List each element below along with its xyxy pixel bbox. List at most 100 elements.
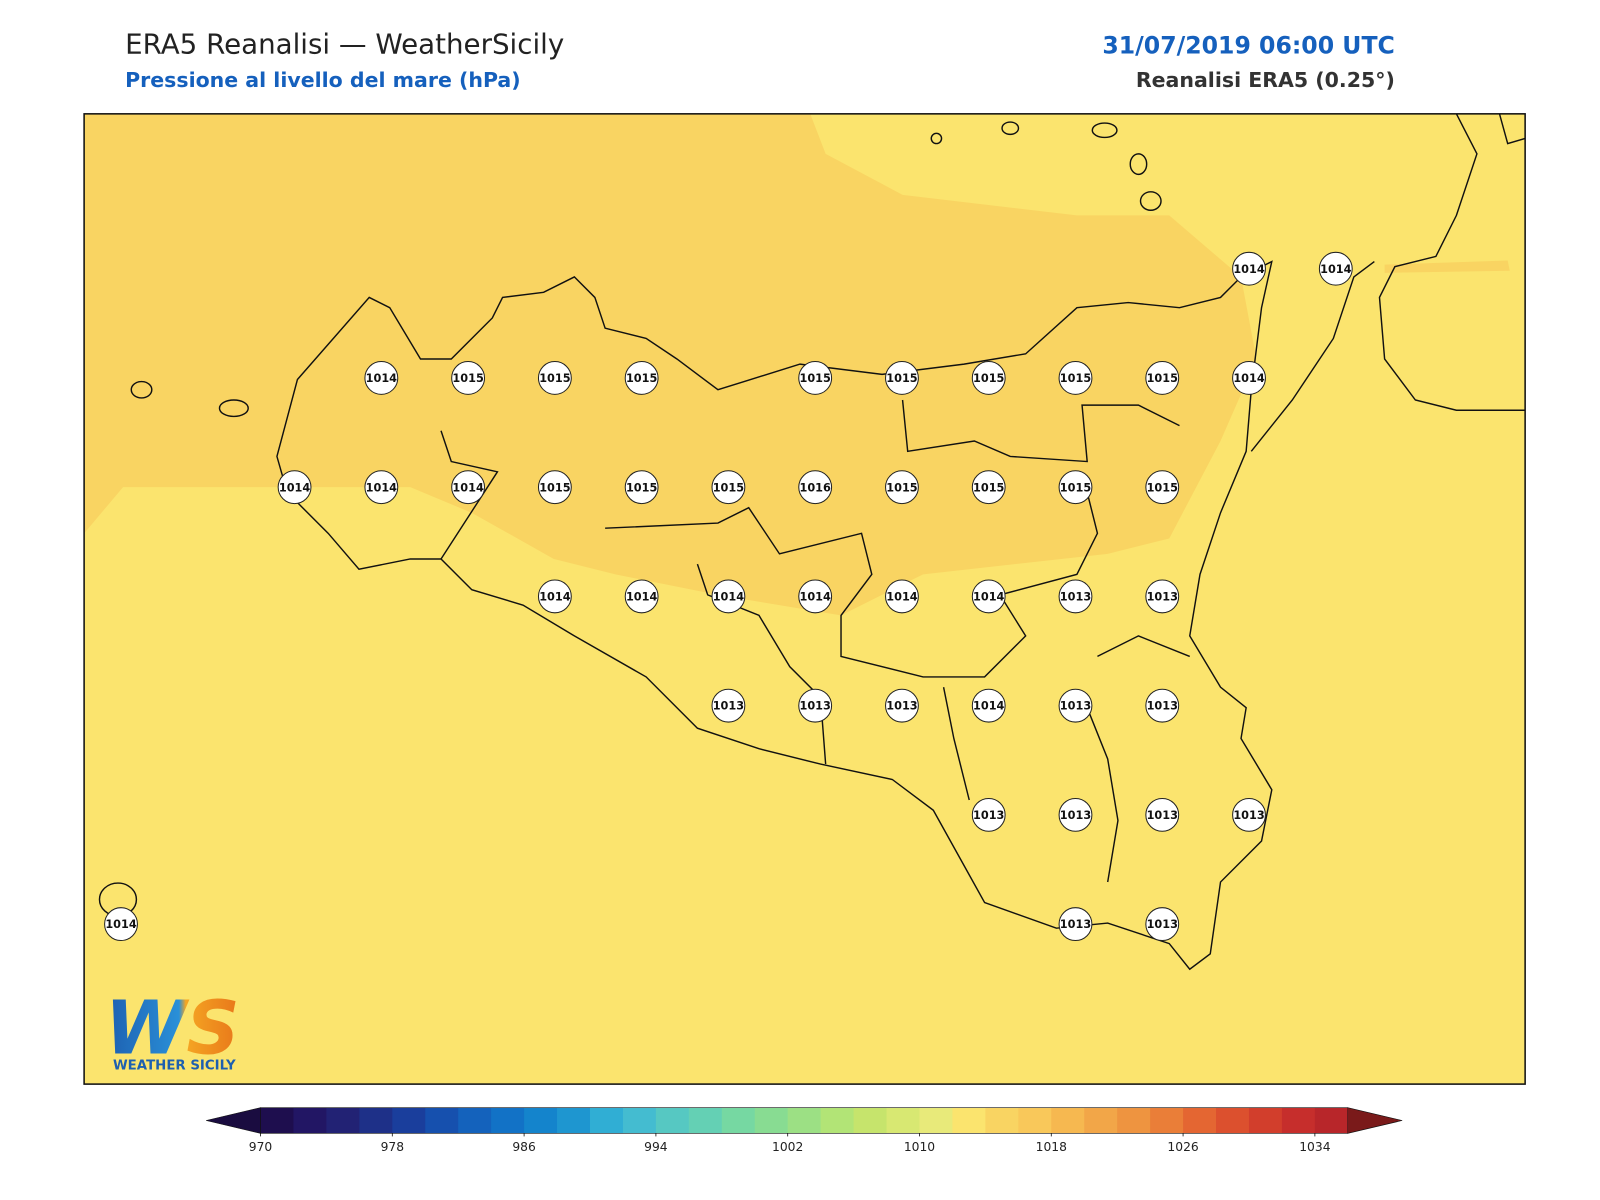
station-label: 1013: [1060, 809, 1091, 822]
station-marker: [798, 688, 833, 723]
colorbar-segment: [590, 1107, 624, 1134]
station-label: 1014: [973, 591, 1005, 604]
station-label: 1014: [1233, 372, 1265, 385]
colorbar-under: [206, 1107, 261, 1134]
station-label: 1015: [626, 481, 658, 494]
station-marker: [971, 470, 1006, 505]
colorbar-segment: [524, 1107, 558, 1134]
station-marker: [798, 579, 833, 614]
colorbar-segment: [1084, 1107, 1118, 1134]
station-marker: [711, 470, 746, 505]
station-label: 1015: [626, 372, 658, 385]
colorbar-segment: [919, 1107, 953, 1134]
station-marker: [537, 361, 572, 395]
station-label: 1013: [1147, 809, 1178, 822]
station-marker: [1318, 251, 1353, 286]
station-label: 1016: [799, 481, 831, 494]
station-label: 1015: [973, 372, 1005, 385]
colorbar-segment: [359, 1107, 393, 1134]
station-marker: [971, 579, 1006, 614]
station-marker: [1232, 797, 1266, 832]
colorbar-segment: [1248, 1107, 1283, 1134]
colorbar-segment: [886, 1107, 920, 1134]
station-label: 1015: [1060, 481, 1092, 494]
title: ERA5 Reanalisi — WeatherSicily: [125, 27, 564, 60]
colorbar-segment: [326, 1107, 360, 1134]
station-marker: [1145, 470, 1180, 505]
pressure-contour: [1384, 260, 1510, 273]
station-label: 1013: [1147, 591, 1178, 604]
station-label: 1015: [713, 481, 745, 494]
colorbar-segment: [1051, 1107, 1085, 1134]
station-marker: [1058, 361, 1093, 395]
colorbar-segment: [1216, 1107, 1250, 1134]
station-marker: [971, 361, 1006, 395]
colorbar-segment: [458, 1107, 492, 1134]
colorbar-segment: [952, 1107, 986, 1134]
station-marker: [885, 470, 919, 505]
station-marker: [624, 361, 659, 395]
logo-text: WEATHER SICILY: [113, 1059, 236, 1074]
station-marker: [885, 688, 919, 723]
station-marker: [364, 361, 399, 395]
station-marker: [104, 907, 138, 942]
colorbar-tick-label: 994: [644, 1140, 668, 1154]
coastline: [98, 113, 1526, 971]
station-marker: [798, 470, 833, 505]
station-marker: [624, 579, 659, 614]
station-marker: [1145, 688, 1180, 723]
station-label: 1014: [366, 372, 398, 385]
colorbar-tick-label: 1018: [1036, 1140, 1067, 1154]
source: Reanalisi ERA5 (0.25°): [1136, 68, 1395, 92]
logo: WS WEATHER SICILY: [105, 985, 240, 1073]
station-label: 1014: [539, 591, 571, 604]
colorbar-tick-label: 986: [512, 1140, 536, 1154]
station-marker: [1058, 688, 1093, 723]
colorbar-tick-label: 1026: [1167, 1140, 1198, 1154]
station-marker: [451, 470, 486, 505]
colorbar-segment: [1281, 1107, 1316, 1134]
station-marker: [1145, 579, 1180, 614]
station-marker: [1058, 579, 1093, 614]
station-label: 1013: [1060, 700, 1091, 713]
logo-mark: WS: [105, 985, 240, 1071]
station-marker: [1058, 797, 1093, 832]
subtitle: Pressione al livello del mare (hPa): [125, 68, 521, 92]
pressure-contour: [84, 113, 1257, 616]
station-marker: [1058, 470, 1093, 505]
station-marker: [711, 688, 746, 723]
station-label: 1015: [799, 372, 831, 385]
colorbar-segment: [622, 1107, 657, 1134]
station-marker: [364, 470, 399, 505]
station-marker: [1232, 251, 1266, 286]
station-label: 1013: [1147, 700, 1178, 713]
station-label: 1014: [713, 591, 745, 604]
station-marker: [798, 361, 833, 395]
station-marker: [537, 470, 572, 505]
station-label: 1014: [279, 481, 311, 494]
station-marker: [971, 797, 1006, 832]
colorbar: 970 978 986 994 1002 1010 1018 1026 1034: [206, 1107, 1403, 1154]
colorbar-segment: [392, 1107, 426, 1134]
colorbar-frame: [260, 1107, 1349, 1134]
station-marker: [1145, 361, 1180, 395]
colorbar-segment: [293, 1107, 327, 1134]
colorbar-segment: [853, 1107, 888, 1134]
colorbar-over: [1347, 1107, 1403, 1134]
colorbar-segment: [491, 1107, 525, 1134]
station-label: 1013: [886, 700, 917, 713]
station-marker: [885, 579, 919, 614]
colorbar-segment: [1314, 1107, 1349, 1134]
station-label: 1014: [1233, 263, 1265, 276]
station-marker: [1145, 797, 1180, 832]
station-label: 1013: [973, 809, 1004, 822]
station-marker: [624, 470, 659, 505]
station-label: 1015: [1147, 372, 1179, 385]
colorbar-segment: [1117, 1107, 1151, 1134]
station-marker: [711, 579, 746, 614]
colorbar-segment: [721, 1107, 756, 1134]
colorbar-tick-label: 970: [249, 1140, 272, 1154]
colorbar-segment: [1183, 1107, 1217, 1134]
station-marker: [451, 361, 486, 395]
